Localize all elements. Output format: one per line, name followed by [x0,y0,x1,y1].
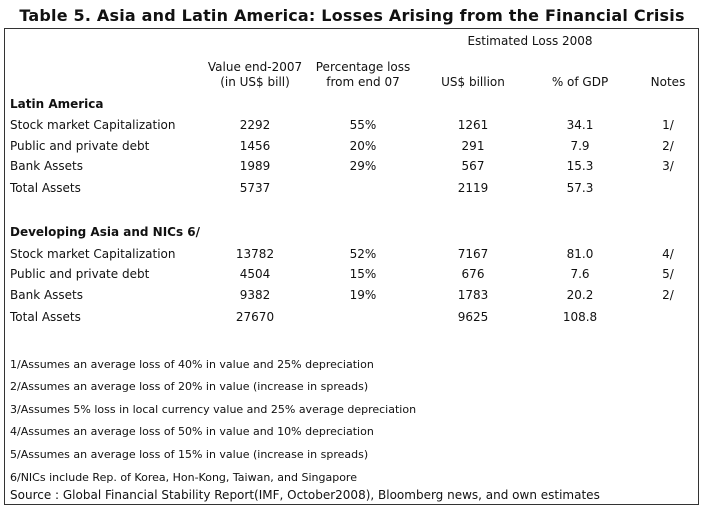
row-label: Bank Assets [10,159,84,173]
usd-cell: 2119 [457,181,489,195]
pct-cell: 52% [349,247,377,261]
gdp-cell: 108.8 [562,310,598,324]
usd-cell: 7167 [457,247,489,261]
usd-cell: 1783 [457,288,489,302]
footnote: 4/Assumes an average loss of 50% in valu… [10,425,374,438]
notes-header: Notes [650,75,686,89]
footnote: 2/Assumes an average loss of 20% in valu… [10,380,369,393]
value-cell: 9382 [239,288,271,302]
note-cell: 3/ [662,159,674,173]
gdp-cell: 81.0 [566,247,594,261]
gdp-cell: 20.2 [566,288,594,302]
gdp-cell: 15.3 [566,159,594,173]
value-cell: 27670 [235,310,275,324]
row-label: Total Assets [10,310,81,324]
note-cell: 4/ [662,247,674,261]
footnote: 3/Assumes 5% loss in local currency valu… [10,403,417,416]
value-header-line2: (in US$ bill) [220,75,290,89]
pct-header-line2: from end 07 [326,75,400,89]
note-cell: 2/ [662,139,674,153]
value-cell: 1989 [239,159,271,173]
table-title: Table 5. Asia and Latin America: Losses … [19,6,685,25]
pct-cell: 29% [349,159,377,173]
row-label: Public and private debt [10,267,150,281]
source-note: Source : Global Financial Stability Repo… [10,488,600,502]
value-cell: 13782 [235,247,275,261]
gdp-cell: 7.6 [570,267,590,281]
usd-cell: 567 [461,159,485,173]
pct-cell: 19% [349,288,377,302]
usd-cell: 676 [461,267,485,281]
pct-cell: 15% [349,267,377,281]
value-cell: 2292 [239,118,271,132]
estimated-loss-header: Estimated Loss 2008 [467,34,593,48]
pct-header-line1: Percentage loss [315,60,411,74]
usd-cell: 9625 [457,310,489,324]
pct-cell: 55% [349,118,377,132]
note-cell: 5/ [662,267,674,281]
value-cell: 5737 [239,181,271,195]
gdp-header: % of GDP [551,75,609,89]
row-label: Stock market Capitalization [10,118,176,132]
usd-cell: 1261 [457,118,489,132]
footnote: 6/NICs include Rep. of Korea, Hon-Kong, … [10,471,357,484]
note-cell: 2/ [662,288,674,302]
footnote: 5/Assumes an average loss of 15% in valu… [10,448,369,461]
section-title: Latin America [10,97,104,111]
usd-header: US$ billion [441,75,505,89]
note-cell: 1/ [662,118,674,132]
section-title: Developing Asia and NICs 6/ [10,225,201,239]
row-label: Bank Assets [10,288,84,302]
row-label: Public and private debt [10,139,150,153]
footnote: 1/Assumes an average loss of 40% in valu… [10,358,374,371]
value-cell: 4504 [239,267,271,281]
pct-cell: 20% [349,139,377,153]
gdp-cell: 57.3 [566,181,594,195]
usd-cell: 291 [461,139,485,153]
row-label: Total Assets [10,181,81,195]
gdp-cell: 34.1 [566,118,594,132]
gdp-cell: 7.9 [570,139,590,153]
value-cell: 1456 [239,139,271,153]
row-label: Stock market Capitalization [10,247,176,261]
value-header-line1: Value end-2007 [207,60,303,74]
table-frame: Estimated Loss 2008 Value end-2007 (in U… [4,28,699,505]
